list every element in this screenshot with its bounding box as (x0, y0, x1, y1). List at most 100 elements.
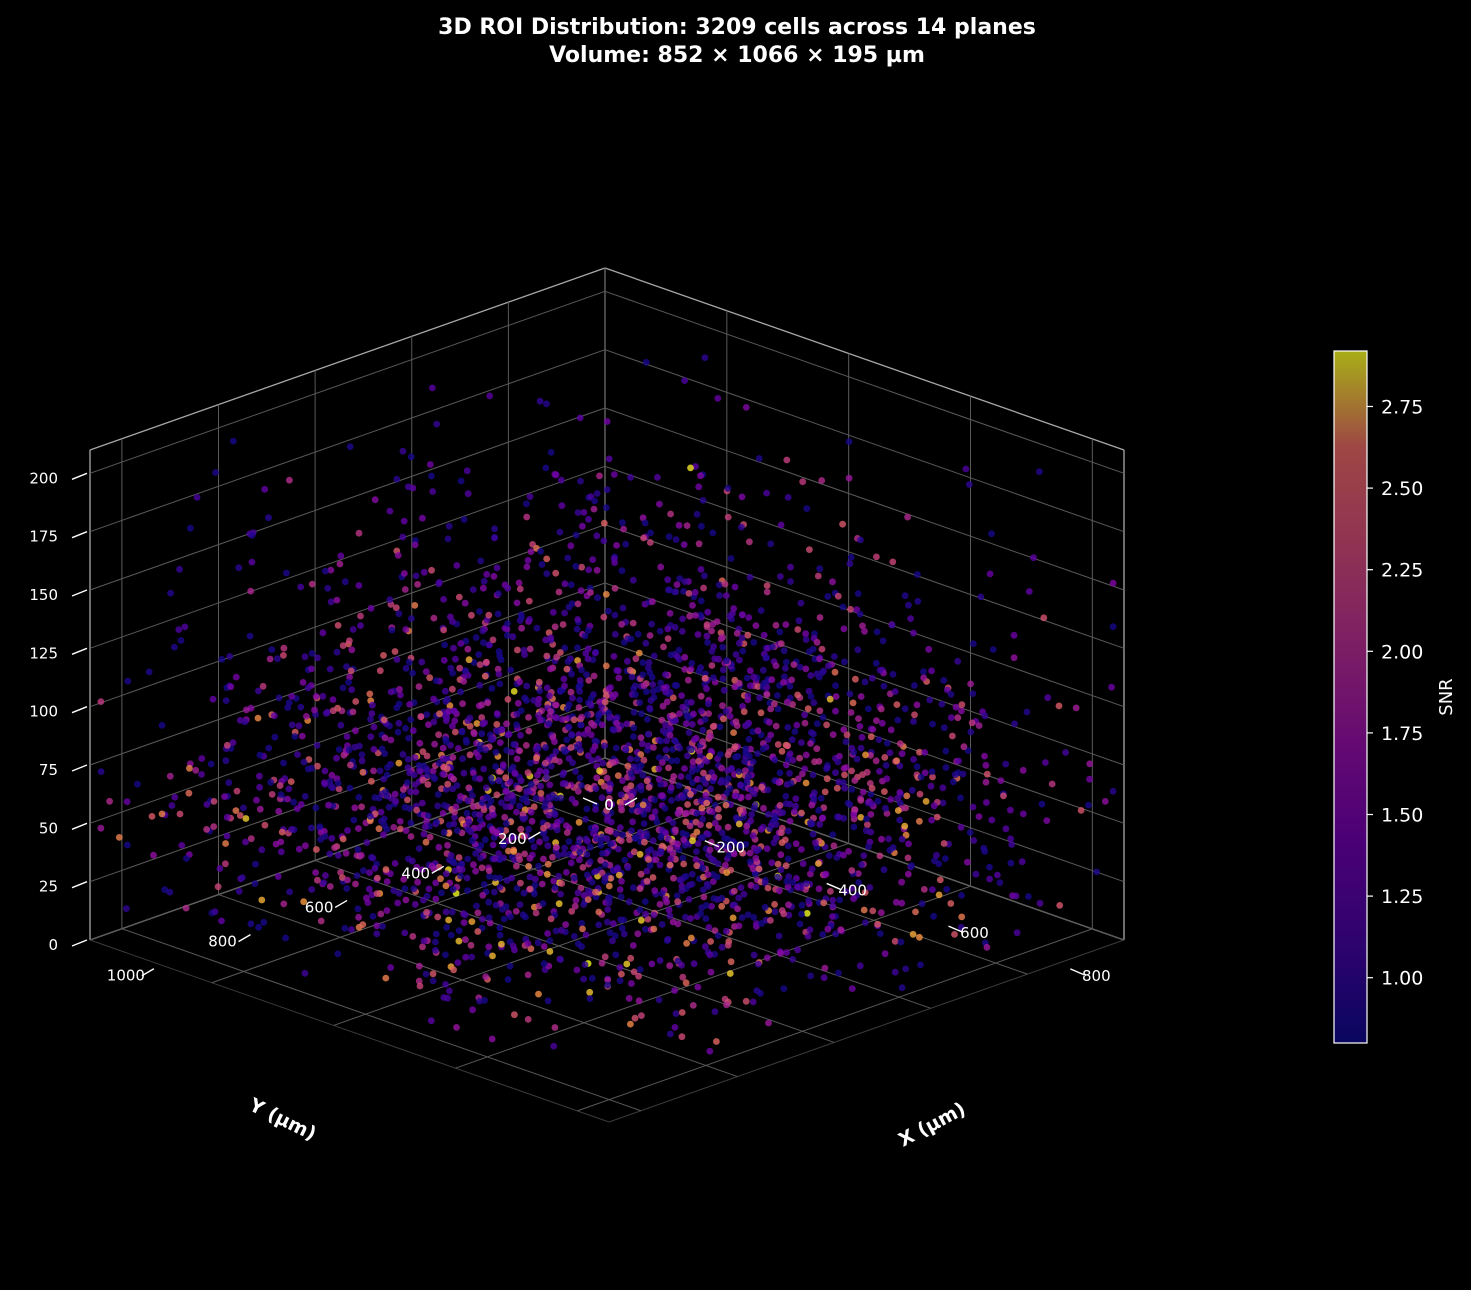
roi-point (542, 744, 550, 751)
roi-point (531, 881, 539, 889)
roi-point (551, 1024, 559, 1031)
roi-point (643, 867, 651, 875)
roi-point (556, 528, 564, 536)
roi-point (802, 665, 810, 673)
roi-point (261, 821, 269, 829)
roi-point (645, 783, 653, 791)
roi-point (709, 723, 717, 730)
roi-point (708, 902, 715, 910)
roi-point (543, 684, 551, 692)
roi-point (316, 823, 324, 830)
roi-point (532, 909, 540, 917)
roi-point (701, 572, 708, 580)
roi-point (891, 937, 899, 945)
roi-point (464, 825, 472, 833)
roi-point (420, 937, 428, 945)
roi-point (595, 908, 603, 916)
roi-point (422, 668, 430, 676)
roi-point (640, 682, 648, 689)
roi-point (370, 767, 377, 775)
roi-point (622, 745, 630, 753)
roi-point (888, 621, 896, 629)
roi-point (381, 750, 389, 757)
roi-point (334, 950, 342, 958)
roi-point (831, 653, 838, 660)
roi-point (721, 834, 729, 842)
roi-point (171, 643, 178, 651)
roi-point (455, 854, 463, 861)
roi-point (435, 843, 443, 851)
roi-point (510, 688, 518, 695)
roi-point (313, 742, 321, 749)
roi-point (336, 560, 344, 568)
roi-point (640, 534, 647, 542)
roi-point (308, 665, 315, 673)
roi-point (210, 798, 218, 805)
roi-point (705, 822, 713, 829)
roi-point (568, 670, 575, 678)
roi-point (498, 726, 506, 734)
roi-point (595, 710, 603, 718)
colorbar-tick-label: 1.50 (1381, 805, 1423, 827)
roi-point (940, 840, 948, 847)
roi-point (592, 806, 599, 813)
roi-point (568, 731, 575, 738)
roi-point (432, 947, 439, 954)
roi-point (896, 740, 904, 748)
roi-point (526, 493, 534, 500)
roi-point (848, 744, 856, 752)
roi-point (366, 690, 374, 698)
roi-point (601, 861, 609, 869)
roi-point (353, 872, 361, 879)
roi-point (972, 870, 980, 878)
roi-point (614, 772, 622, 779)
roi-point (896, 789, 904, 796)
roi-point (734, 752, 742, 760)
roi-point (702, 915, 710, 923)
roi-point (764, 810, 772, 818)
roi-point (346, 784, 354, 792)
roi-point (783, 949, 790, 956)
roi-point (384, 764, 391, 771)
roi-point (784, 842, 792, 850)
roi-point (786, 683, 794, 690)
roi-point (880, 682, 888, 690)
roi-point (476, 608, 483, 615)
roi-point (591, 497, 598, 505)
roi-point (134, 780, 141, 788)
roi-point (550, 1042, 558, 1050)
roi-point (705, 710, 712, 717)
roi-point (504, 696, 512, 703)
roi-point (448, 908, 456, 916)
roi-point (308, 765, 316, 772)
roi-point (789, 879, 797, 886)
roi-point (822, 870, 830, 878)
roi-point (557, 476, 565, 484)
roi-point (618, 970, 625, 978)
roi-point (221, 793, 228, 800)
roi-point (463, 738, 470, 746)
roi-point (442, 882, 450, 890)
roi-point (468, 918, 476, 925)
roi-point (848, 767, 855, 775)
z-tick-mark (71, 647, 88, 655)
roi-point (623, 960, 631, 968)
roi-point (868, 784, 876, 792)
roi-point (466, 751, 474, 759)
roi-point (639, 671, 647, 679)
roi-point (611, 691, 619, 698)
roi-point (700, 893, 708, 901)
roi-point (693, 766, 701, 773)
roi-point (772, 621, 780, 629)
roi-point (820, 899, 828, 907)
roi-point (1077, 807, 1085, 814)
roi-point (586, 988, 594, 996)
roi-point (655, 996, 663, 1004)
roi-point (409, 727, 417, 735)
roi-point (502, 774, 510, 782)
roi-point (745, 735, 753, 743)
roi-point (868, 674, 876, 682)
roi-point (630, 848, 638, 856)
roi-point (782, 862, 790, 870)
roi-point (680, 588, 687, 595)
